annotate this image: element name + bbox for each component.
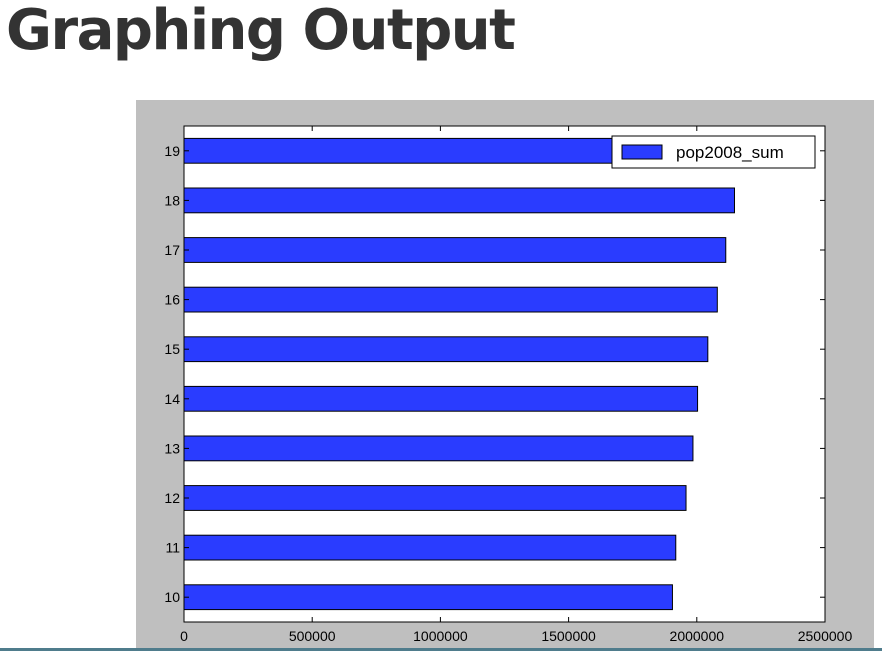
- bar-11: [183, 534, 677, 561]
- bar-15: [183, 336, 709, 363]
- bar-14: [183, 385, 699, 412]
- x-tick-label: 0: [180, 628, 188, 644]
- bar-12: [183, 485, 687, 511]
- bar-17: [183, 237, 727, 263]
- legend-label: pop2008_sum: [676, 143, 784, 162]
- y-tick-label: 13: [164, 440, 180, 456]
- x-tick-label: 2500000: [798, 628, 853, 644]
- y-tick-label: 16: [164, 292, 180, 308]
- plot-frame: [183, 125, 826, 623]
- page-title: Graphing Output: [6, 0, 516, 63]
- y-tick-label: 15: [164, 341, 180, 357]
- x-tick-label: 2000000: [670, 628, 725, 644]
- y-tick-label: 18: [164, 192, 180, 208]
- y-tick-label: 14: [164, 391, 180, 407]
- chart-figure: 10 11 12 13 14 15 16 17 18 19 0 500000 1000000 150000…: [136, 100, 874, 648]
- x-tick-label: 500000: [289, 628, 336, 644]
- x-tick-label: 1000000: [413, 628, 468, 644]
- bar-10: [183, 584, 673, 611]
- y-tick-label: 11: [165, 540, 180, 556]
- bottom-divider: [0, 648, 882, 651]
- bar-16: [183, 286, 718, 313]
- y-tick-label: 12: [164, 490, 180, 506]
- y-tick-label: 19: [164, 143, 180, 159]
- y-tick-label: 17: [164, 242, 180, 258]
- y-tick-label: 10: [164, 589, 180, 605]
- bar-chart: 10 11 12 13 14 15 16 17 18 19 0 500000 1000000 150000…: [164, 125, 853, 644]
- bar-13: [183, 435, 694, 462]
- x-tick-label: 1500000: [541, 628, 596, 644]
- bar-18: [183, 187, 735, 214]
- legend-swatch: [621, 144, 663, 160]
